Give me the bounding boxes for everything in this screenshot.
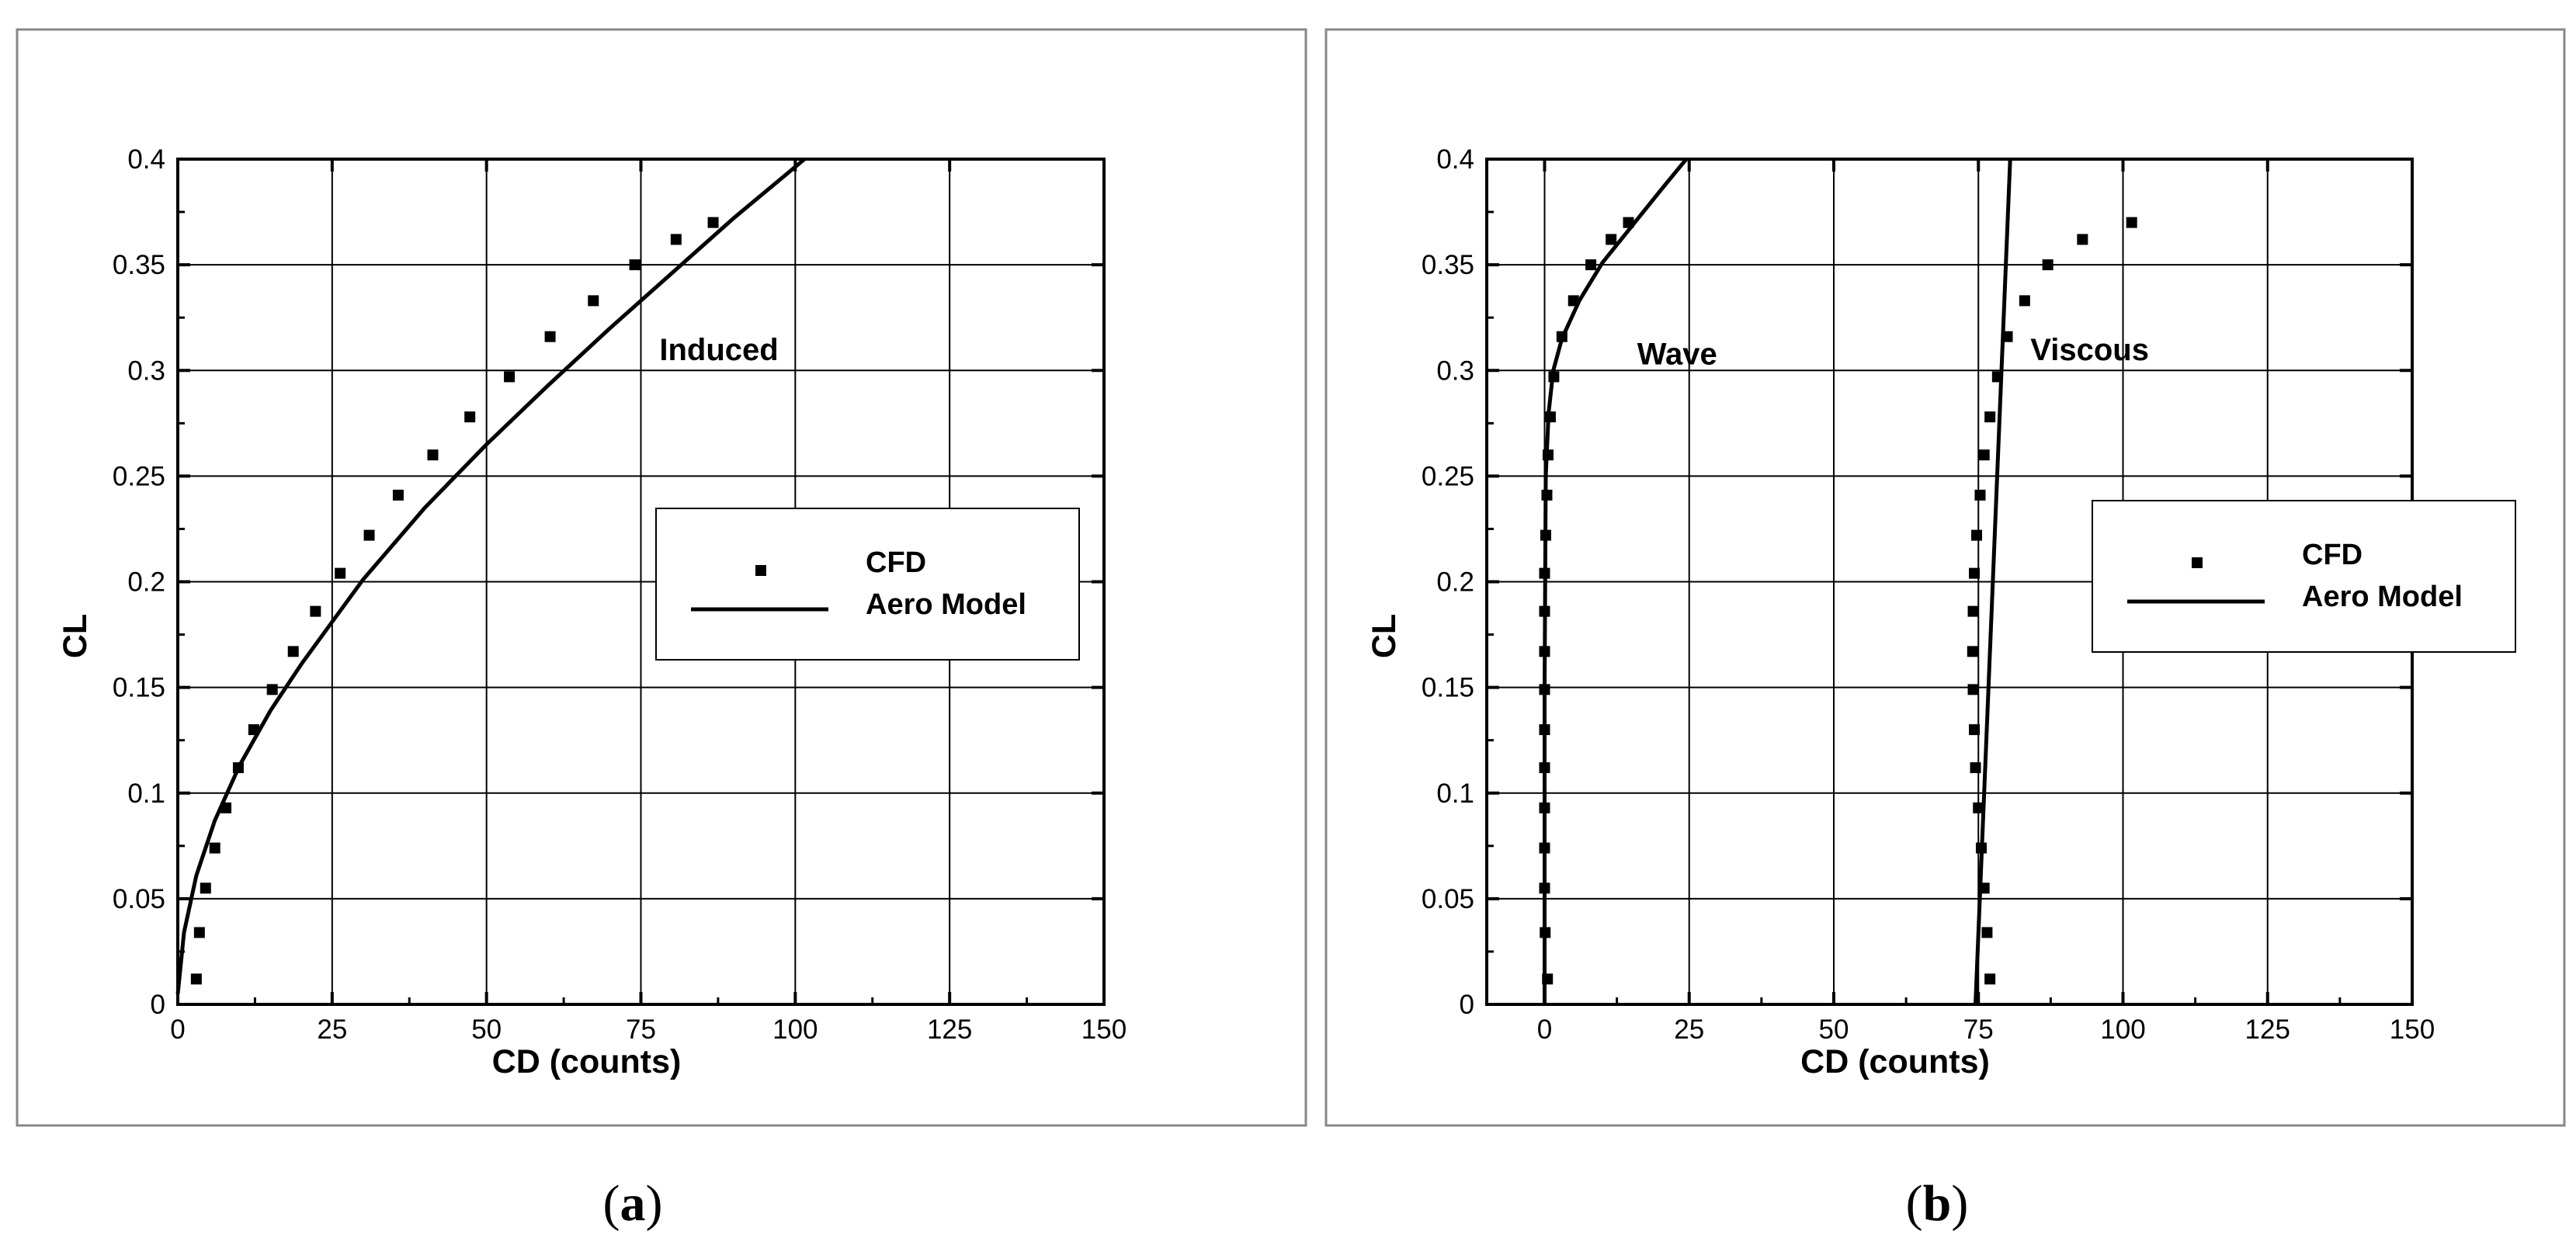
panel-b-wave-cfd-point-18: [1585, 259, 1597, 271]
panel-a-cfd-point-7: [266, 684, 278, 695]
panel-b-legend-cfd-label: CFD: [2302, 539, 2362, 571]
panel-a-plot: 0 25 50 75 100 125 150 0 0.05 0.1 0.15 0.2 0.25 0.3 0.…: [57, 144, 1127, 1080]
panel-a-series-aero-model-line: [175, 158, 806, 994]
panel-b-viscous-cfd-point-12: [1974, 489, 1986, 501]
panel-a-legend-cfd-label: CFD: [866, 546, 926, 579]
panel-a-frame: [16, 28, 1307, 1127]
panel-a-cfd-point-2: [200, 883, 211, 894]
panel-a-legend-cfd-marker: [755, 565, 766, 576]
panel-a-legend: CFD Aero Model: [655, 508, 1080, 661]
panel-a-xtick-label-1: 25: [317, 1014, 347, 1045]
panel-a-cfd-point-14: [464, 411, 476, 423]
panel-b-annotation-wave: Wave: [1637, 337, 1717, 371]
panel-a-cfd-point-0: [190, 973, 202, 985]
panel-b-viscous-cfd-point-11: [1971, 529, 1983, 541]
panel-a-cfd-point-16: [544, 331, 556, 342]
panel-b-xtick-label-2: 50: [1819, 1014, 1849, 1045]
panel-b-series-wave-aero-model-line: [1543, 158, 1688, 1004]
panel-a-ytick-label-4: 0.2: [127, 567, 165, 598]
panel-b-ytick-label-4: 0.2: [1436, 567, 1474, 598]
panel-b-ytick-label-6: 0.3: [1436, 355, 1474, 386]
panel-a-cfd-point-19: [670, 234, 682, 245]
panel-a-cfd-point-1: [193, 927, 205, 938]
panel-b-viscous-cfd-point-9: [1967, 605, 1979, 617]
caption-b: (b): [1906, 1175, 1969, 1232]
panel-b-viscous-cfd-point-0: [1984, 973, 1996, 985]
panel-a-cfd-point-3: [209, 842, 220, 854]
panel-b-xtick-label-3: 75: [1963, 1014, 1994, 1045]
panel-b-legend: CFD Aero Model: [2092, 500, 2516, 653]
panel-b-viscous-cfd-point-5: [1970, 762, 1981, 774]
panel-a-cfd-point-13: [427, 449, 439, 461]
panel-b-ytick-label-7: 0.35: [1422, 250, 1474, 280]
panel-b-plot: 0 25 50 75 100 125 150 0 0.05 0.1 0.15 0.2 0.25 0.3 0.…: [1366, 144, 2516, 1080]
panel-a-xtick-label-3: 75: [626, 1014, 656, 1045]
panel-a-ytick-label-3: 0.15: [113, 673, 165, 703]
panel-b-viscous-cfd-point-4: [1973, 802, 1984, 813]
panel-b-ytick-label-3: 0.15: [1422, 673, 1474, 703]
panel-a-ytick-label-2: 0.1: [127, 779, 165, 809]
panel-b-annotation-viscous: Viscous: [2030, 333, 2149, 367]
panel-b-viscous-cfd-point-14: [1984, 411, 1996, 423]
panel-a-cfd-point-20: [707, 217, 719, 228]
panel-a-ytick-label-0: 0: [151, 990, 165, 1020]
panel-a-cfd-point-9: [310, 605, 321, 617]
panel-b-viscous-cfd-point-10: [1969, 567, 1981, 579]
panel-b-ytick-label-8: 0.4: [1436, 144, 1474, 175]
panel-a-cfd-point-12: [392, 489, 404, 501]
panel-a-ylabel: CL: [57, 614, 94, 658]
panel-b-xtick-label-5: 125: [2245, 1014, 2290, 1045]
panel-b-ytick-label-0: 0: [1460, 990, 1474, 1020]
panel-a-xlabel: CD (counts): [492, 1043, 682, 1080]
panel-b-xtick-label-1: 25: [1674, 1014, 1704, 1045]
panel-a-ytick-label-7: 0.35: [113, 250, 165, 280]
panel-b-viscous-cfd-point-1: [1981, 927, 1993, 938]
panel-b-ytick-label-5: 0.25: [1422, 461, 1474, 491]
panel-b-viscous-cfd-point-18: [2042, 259, 2054, 271]
panel-b-xlabel: CD (counts): [1800, 1043, 1990, 1080]
panel-b-viscous-cfd-point-20: [2126, 217, 2137, 228]
panel-b-viscous-cfd-point-7: [1967, 684, 1979, 695]
panel-a-ytick-label-8: 0.4: [127, 144, 165, 175]
panel-a-xtick-label-5: 125: [927, 1014, 972, 1045]
panel-a-annotation-induced: Induced: [659, 333, 778, 367]
panel-b-ylabel: CL: [1366, 614, 1403, 658]
panel-a-xtick-label-2: 50: [471, 1014, 502, 1045]
panel-b-legend-box: [2092, 500, 2516, 653]
caption-b-label: b: [1923, 1175, 1952, 1232]
panel-b-xtick-label-6: 150: [2390, 1014, 2435, 1045]
panel-a-cfd-point-17: [588, 295, 599, 307]
panel-a-cfd-point-8: [287, 646, 299, 657]
panel-b-viscous-cfd-point-8: [1967, 646, 1978, 657]
panel-a-cfd-point-11: [363, 529, 375, 541]
panel-a-cfd-point-15: [504, 371, 516, 383]
panel-a-legend-aero-label: Aero Model: [866, 588, 1026, 621]
panel-a-ytick-label-5: 0.25: [113, 461, 165, 491]
panel-b-frame: [1324, 28, 2566, 1127]
panel-b-viscous-cfd-point-13: [1978, 449, 1990, 461]
panel-b-legend-aero-label: Aero Model: [2302, 581, 2463, 613]
panel-a-cfd-point-10: [335, 567, 346, 579]
panel-b-xtick-label-4: 100: [2100, 1014, 2145, 1045]
panel-a-xtick-label-4: 100: [772, 1014, 818, 1045]
panel-a-xtick-label-0: 0: [170, 1014, 185, 1045]
panel-b-viscous-cfd-point-19: [2077, 234, 2088, 245]
panel-a-legend-box: [655, 508, 1080, 661]
panel-b-wave-cfd-point-19: [1606, 234, 1617, 245]
caption-a-label: a: [620, 1175, 646, 1232]
panel-a-cfd-point-18: [629, 259, 641, 271]
caption-a: (a): [603, 1175, 663, 1232]
panel-b-xtick-label-0: 0: [1537, 1014, 1552, 1045]
panel-b-legend-cfd-marker: [2192, 557, 2203, 568]
panel-b-viscous-cfd-point-17: [2019, 295, 2030, 307]
panel-a-xtick-label-6: 150: [1081, 1014, 1127, 1045]
panel-b-ytick-label-2: 0.1: [1436, 779, 1474, 809]
panel-b-ytick-label-1: 0.05: [1422, 884, 1474, 914]
panel-a-ytick-label-1: 0.05: [113, 884, 165, 914]
panel-b-series-viscous-aero-model-line: [1974, 158, 2012, 1005]
panel-a-ytick-label-6: 0.3: [127, 355, 165, 386]
panel-b-viscous-cfd-point-6: [1969, 724, 1981, 736]
